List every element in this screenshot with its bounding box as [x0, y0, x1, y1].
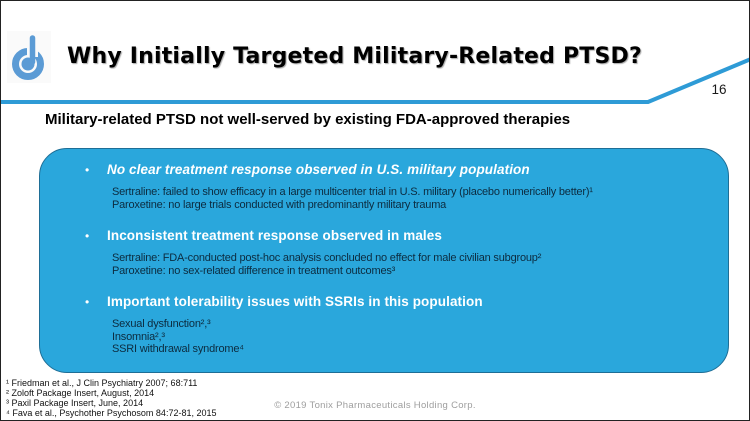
detail-lines: Sertraline: failed to show efficacy in a…: [40, 186, 728, 211]
detail-line: Sertraline: FDA-conducted post-hoc analy…: [112, 252, 542, 264]
bullet-marker: •: [85, 295, 90, 309]
slide-subtitle: Military-related PTSD not well-served by…: [45, 111, 571, 128]
bullet-marker: •: [85, 229, 90, 243]
bullet-heading: No clear treatment response observed in …: [107, 162, 530, 177]
detail-lines: Sertraline: FDA-conducted post-hoc analy…: [40, 252, 728, 277]
detail-line: Paroxetine: no large trials conducted wi…: [112, 198, 447, 211]
copyright-notice: © 2019 Tonix Pharmaceuticals Holding Cor…: [274, 400, 476, 411]
power-icon: [12, 31, 44, 80]
slide-title: Why Initially Targeted Military-Related …: [67, 44, 642, 69]
bullet-heading-row: • Important tolerability issues with SSR…: [40, 294, 728, 309]
footnote-4: ⁴ Fava et al., Psychother Psychosom 84:7…: [6, 408, 217, 418]
bullet-heading-row: • No clear treatment response observed i…: [40, 162, 728, 177]
bullet-section-1: • No clear treatment response observed i…: [40, 162, 728, 211]
footnotes: ¹ Friedman et al., J Clin Psychiatry 200…: [6, 378, 216, 418]
bullet-section-2: • Inconsistent treatment response observ…: [40, 228, 728, 277]
bullet-heading: Inconsistent treatment response observed…: [107, 228, 443, 243]
footnote-1: ¹ Friedman et al., J Clin Psychiatry 200…: [6, 378, 198, 388]
detail-line: Insomnia²,³: [112, 330, 165, 343]
footnote-2: ² Zoloft Package Insert, August, 2014: [6, 388, 155, 398]
bullet-heading-row: • Inconsistent treatment response observ…: [40, 228, 728, 243]
detail-line: Paroxetine: no sex-related difference in…: [112, 264, 396, 277]
detail-line: SSRI withdrawal syndrome⁴: [112, 343, 244, 355]
content-box: • No clear treatment response observed i…: [39, 148, 729, 373]
detail-lines: Sexual dysfunction²,³ Insomnia²,³ SSRI w…: [40, 318, 728, 356]
detail-line: Sertraline: failed to show efficacy in a…: [112, 186, 593, 198]
footnote-3: ³ Paxil Package Insert, June, 2014: [6, 398, 144, 408]
bullet-section-3: • Important tolerability issues with SSR…: [40, 294, 728, 356]
bullet-heading: Important tolerability issues with SSRIs…: [107, 294, 483, 309]
bullet-marker: •: [85, 163, 90, 177]
company-logo: [7, 31, 51, 83]
page-number: 16: [711, 82, 727, 97]
detail-line: Sexual dysfunction²,³: [112, 318, 211, 330]
